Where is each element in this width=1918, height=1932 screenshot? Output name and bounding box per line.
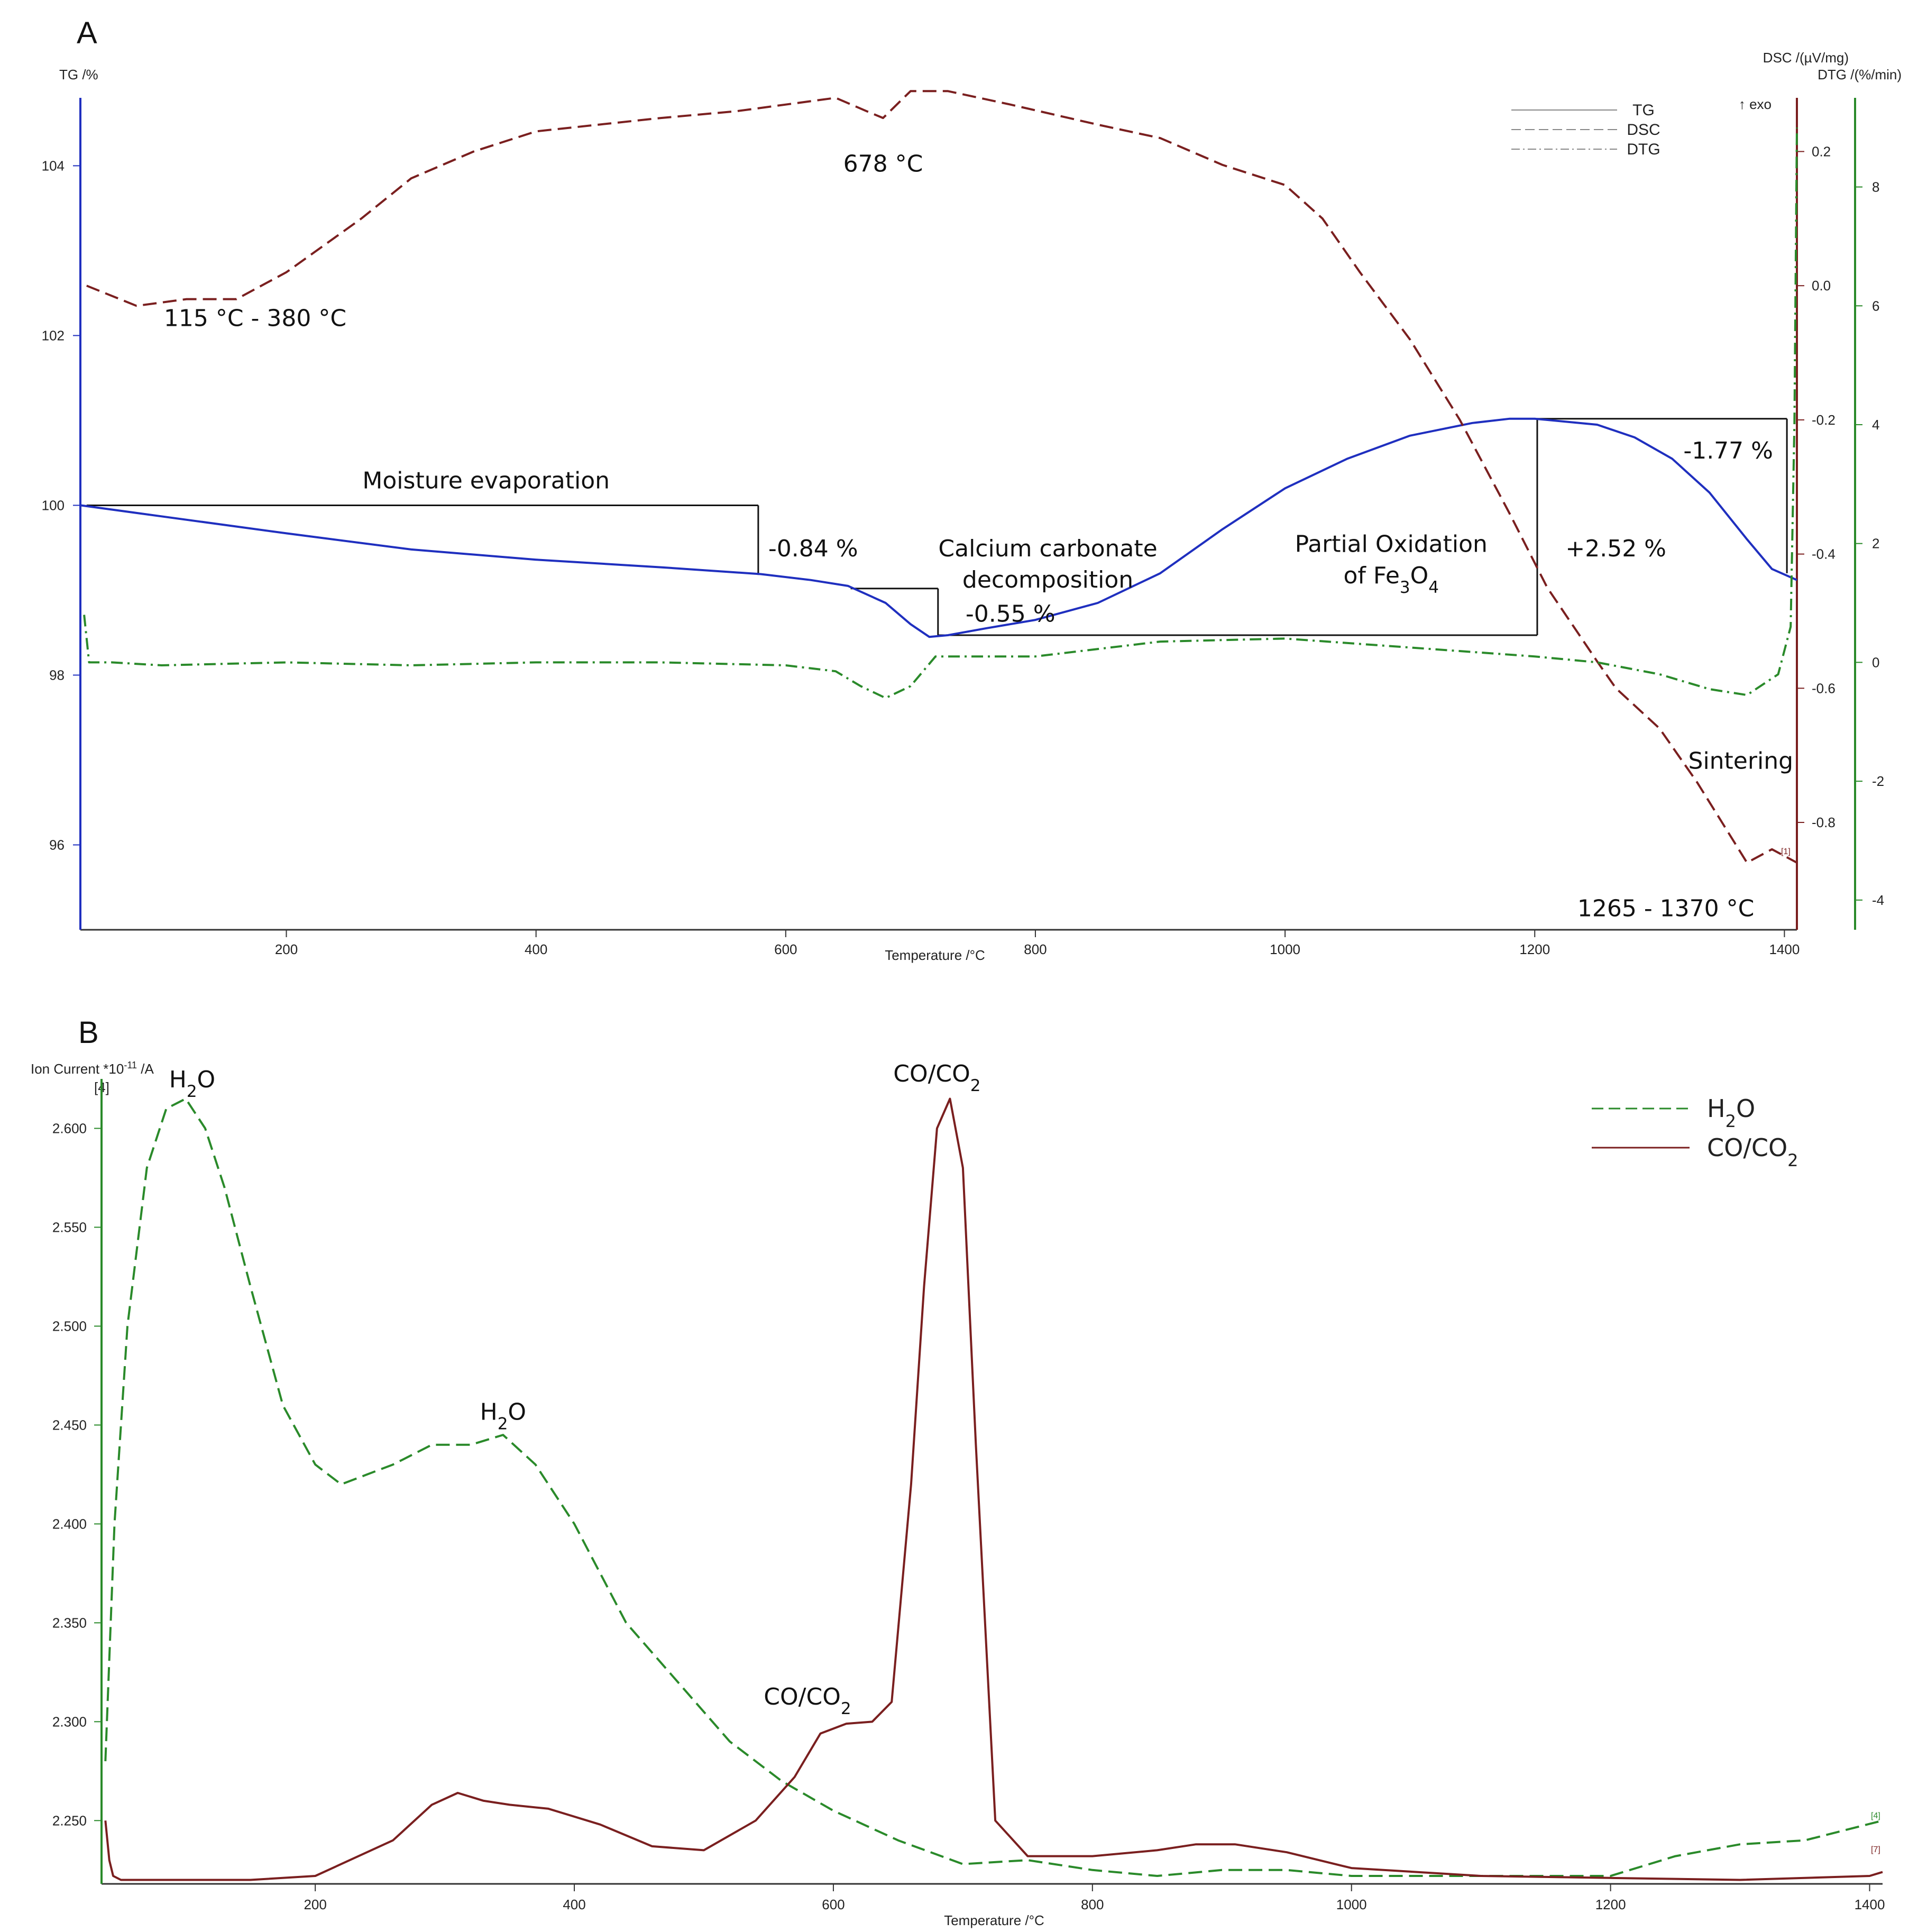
y-tick-label: 2.350: [52, 1615, 87, 1631]
annotation-label: 678 °C: [843, 151, 923, 178]
panel-a-axes: 200 400 600 800 1000 1200 1400 96 98 100 102 104 -0.…: [42, 98, 1884, 957]
x-tick-label: 1400: [1855, 1897, 1885, 1912]
y-tick-label: 2.300: [52, 1714, 87, 1729]
annotation-label: -0.84 %: [768, 535, 858, 562]
tg-axis-title: TG /%: [59, 67, 98, 83]
dsc-tick-label: 0.0: [1812, 278, 1831, 294]
x-tick-label: 200: [304, 1897, 326, 1912]
panel-a-annotations: 678 °C 115 °C - 380 °C Moisture evaporatio…: [164, 151, 1793, 922]
dtg-tick-label: 2: [1872, 536, 1879, 552]
panel-b-annotations: H2O H2O CO/CO2 CO/CO2: [169, 1060, 981, 1718]
dsc-axis-title: DSC /(µV/mg): [1763, 50, 1849, 66]
x-tick-label: 400: [563, 1897, 585, 1912]
annotation-label: Partial Oxidation: [1295, 531, 1488, 558]
x-tick-label: 1400: [1769, 941, 1800, 957]
panel-b: B Ion Current *10-11 /A [4] 200 400 600 800…: [31, 1015, 1885, 1928]
y-tick-label: 2.600: [52, 1120, 87, 1136]
x-tick-label: 1000: [1270, 941, 1300, 957]
x-tick-label: 1000: [1336, 1897, 1367, 1912]
mass-step-brackets: [86, 418, 1788, 636]
y-tick-label: 2.500: [52, 1318, 87, 1334]
annotation-label: +2.52 %: [1565, 535, 1666, 562]
annotation-label: Moisture evaporation: [362, 467, 610, 494]
dsc-tick-label: -0.4: [1812, 546, 1836, 562]
exo-indicator: ↑ exo: [1739, 96, 1772, 112]
panel-a-series: [1]: [80, 90, 1798, 864]
y-tick-label: 2.450: [52, 1417, 87, 1433]
annotation-label: 1265 - 1370 °C: [1577, 895, 1755, 922]
ion-current-axis-title: Ion Current *10-11 /A: [31, 1060, 154, 1077]
annotation-label: of Fe3O4: [1344, 562, 1439, 597]
legend-label: DSC: [1627, 121, 1660, 139]
annotation-label: -0.55 %: [966, 600, 1056, 627]
tg-tick-label: 104: [42, 158, 65, 173]
series-dsc-line: [86, 90, 1797, 864]
panel-a-label: A: [77, 16, 97, 50]
legend-label: DTG: [1627, 141, 1660, 158]
x-tick-label: 1200: [1595, 1897, 1626, 1912]
panel-a: A TG /% DSC /(µV/mg) DTG /(%/min) ↑ exo …: [42, 16, 1902, 963]
annotation-label: H2O: [480, 1398, 526, 1433]
annotation-label: CO/CO2: [764, 1683, 851, 1718]
dtg-tick-label: -4: [1872, 892, 1884, 908]
y-tick-label: 2.250: [52, 1812, 87, 1828]
y-tick-label: 2.550: [52, 1219, 87, 1235]
dsc-end-marker: [1]: [1781, 847, 1791, 856]
dsc-tick-label: 0.2: [1812, 143, 1831, 159]
x-tick-label: 400: [525, 941, 547, 957]
series-co-co2-line: [104, 1097, 1883, 1881]
panel-b-axes: 200 400 600 800 1000 1200 1400 2.250 2.300 2.350 2…: [52, 1079, 1885, 1912]
x-tick-label: 600: [822, 1897, 845, 1912]
dtg-tick-label: 4: [1872, 417, 1879, 433]
dtg-tick-label: 0: [1872, 654, 1879, 670]
tg-tick-label: 100: [42, 497, 65, 513]
legend-label: CO/CO2: [1707, 1133, 1798, 1170]
co-co2-end-marker: [7]: [1871, 1845, 1880, 1854]
y-tick-label: 2.400: [52, 1516, 87, 1532]
dtg-axis-title: DTG /(%/min): [1818, 67, 1902, 83]
tg-tick-label: 98: [49, 667, 65, 683]
legend-label: H2O: [1707, 1094, 1755, 1131]
legend-label: TG: [1632, 102, 1655, 119]
tg-tick-label: 96: [49, 837, 65, 853]
dtg-tick-label: 8: [1872, 179, 1879, 195]
annotation-label: 115 °C - 380 °C: [164, 305, 346, 332]
panel-b-series: [4] [7]: [104, 1097, 1883, 1881]
x-tick-label: 1200: [1519, 941, 1550, 957]
x-tick-label: 800: [1081, 1897, 1104, 1912]
tg-tick-label: 102: [42, 327, 65, 343]
series-dtg-line: [83, 127, 1798, 699]
dsc-tick-label: -0.8: [1812, 814, 1836, 830]
h2o-end-marker: [4]: [1871, 1811, 1880, 1820]
annotation-label: decomposition: [962, 566, 1133, 593]
annotation-label: Calcium carbonate: [938, 535, 1157, 562]
annotation-label: CO/CO2: [893, 1060, 980, 1095]
dsc-tick-label: -0.6: [1812, 680, 1836, 696]
annotation-label: H2O: [169, 1066, 215, 1101]
panel-b-label: B: [78, 1015, 99, 1050]
x-tick-label: 200: [275, 941, 298, 957]
dtg-tick-label: 6: [1872, 298, 1879, 314]
dtg-tick-label: -2: [1872, 773, 1884, 789]
annotation-label: -1.77 %: [1683, 437, 1773, 464]
x-tick-label: 800: [1024, 941, 1047, 957]
series-tg-line: [80, 417, 1797, 638]
panel-a-legend: TG DSC DTG: [1511, 102, 1660, 158]
panel-a-x-axis-title: Temperature /°C: [885, 947, 985, 963]
series-h2o-line: [104, 1097, 1883, 1877]
annotation-label: Sintering: [1688, 748, 1794, 775]
panel-b-x-axis-title: Temperature /°C: [944, 1912, 1044, 1928]
dsc-tick-label: -0.2: [1812, 412, 1836, 428]
x-tick-label: 600: [774, 941, 797, 957]
